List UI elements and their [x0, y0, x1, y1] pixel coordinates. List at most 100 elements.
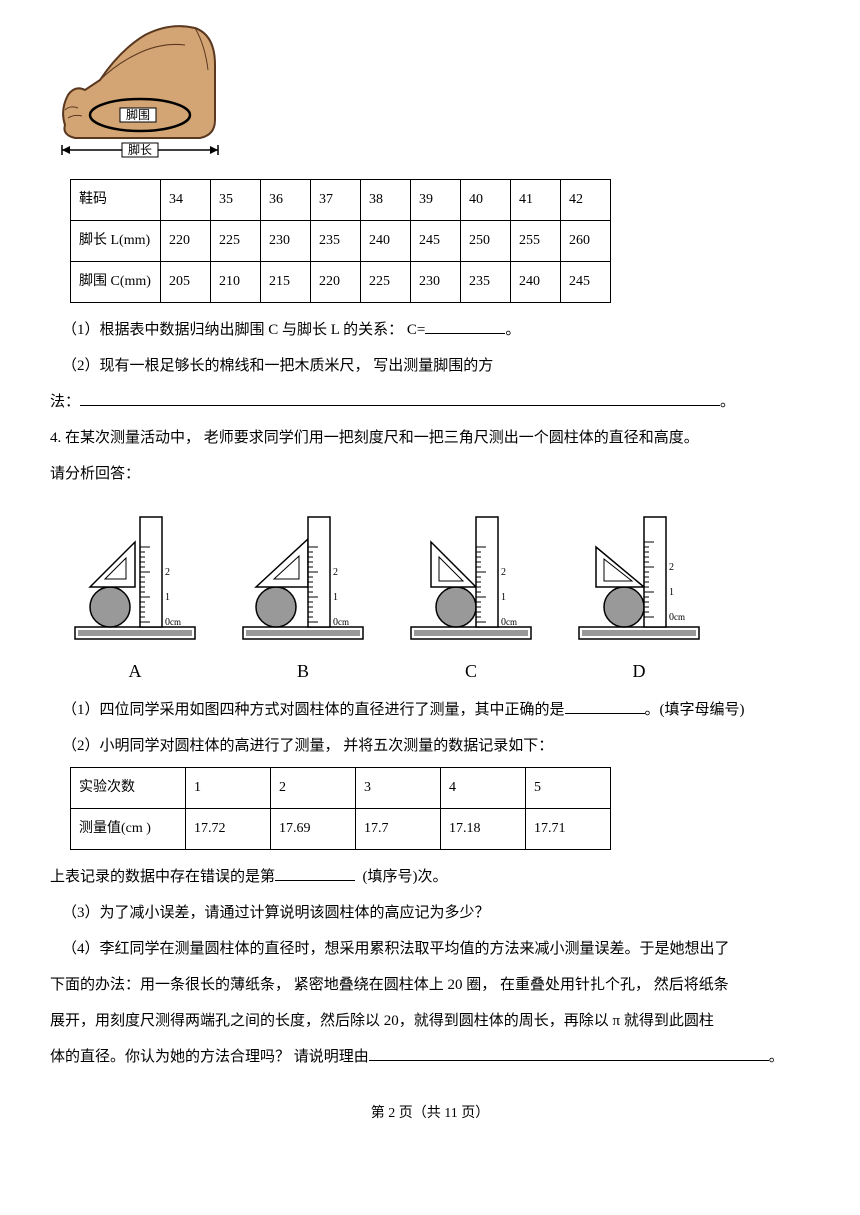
question-3-1: （1）根据表中数据归纳出脚围 C 与脚长 L 的关系： C= 。 [50, 315, 810, 345]
table-cell: 260 [561, 221, 611, 262]
table-cell: 5 [526, 768, 611, 809]
question-text: 上表记录的数据中存在错误的是第 [50, 869, 275, 885]
question-4-4b: 下面的办法：用一条很长的薄纸条， 紧密地叠绕在圆柱体上 20 圈， 在重叠处用针… [50, 970, 810, 1000]
table-cell: 40 [461, 180, 511, 221]
diagram-label: A [129, 653, 142, 689]
blank-fill[interactable] [275, 863, 355, 881]
table-cell: 230 [411, 262, 461, 303]
table-cell: 17.72 [186, 809, 271, 850]
table-row: 测量值(cm ) 17.72 17.69 17.7 17.18 17.71 [71, 809, 611, 850]
question-4-1: （1）四位同学采用如图四种方式对圆柱体的直径进行了测量，其中正确的是 。(填字母编… [50, 695, 810, 725]
question-text: （1）根据表中数据归纳出脚围 C 与脚长 L 的关系： C= [62, 322, 425, 338]
question-4-4c: 展开，用刻度尺测得两端孔之间的长度，然后除以 20，就得到圆柱体的周长，再除以 … [50, 1006, 810, 1036]
table-cell: 37 [311, 180, 361, 221]
diagram-d: 0 1 2 cm D [574, 507, 704, 689]
question-4-4a: （4）李红同学在测量圆柱体的直径时，想采用累积法取平均值的方法来减小测量误差。于… [50, 934, 810, 964]
svg-text:cm: cm [170, 617, 181, 627]
table-cell: 测量值(cm ) [71, 809, 186, 850]
svg-text:cm: cm [338, 617, 349, 627]
question-text: 体的直径。你认为她的方法合理吗？ 请说明理由 [50, 1049, 369, 1065]
svg-text:1: 1 [669, 587, 674, 598]
table-cell: 42 [561, 180, 611, 221]
svg-text:2: 2 [669, 562, 674, 573]
table-row: 脚围 C(mm) 205 210 215 220 225 230 235 240… [71, 262, 611, 303]
table-row: 脚长 L(mm) 220 225 230 235 240 245 250 255… [71, 221, 611, 262]
table-cell: 41 [511, 180, 561, 221]
question-4-3: （3）为了减小误差，请通过计算说明该圆柱体的高应记为多少？ [50, 898, 810, 928]
table-cell: 34 [161, 180, 211, 221]
table-cell: 36 [261, 180, 311, 221]
svg-text:脚围: 脚围 [126, 107, 150, 122]
table-cell: 255 [511, 221, 561, 262]
blank-fill[interactable] [80, 388, 720, 406]
question-4-2b: 上表记录的数据中存在错误的是第 (填序号)次。 [50, 862, 810, 892]
question-suffix: 。 [769, 1049, 784, 1065]
table-cell: 235 [311, 221, 361, 262]
diagram-label: C [465, 653, 477, 689]
table-cell: 1 [186, 768, 271, 809]
question-text: （1）四位同学采用如图四种方式对圆柱体的直径进行了测量，其中正确的是 [62, 702, 565, 718]
svg-text:2: 2 [165, 567, 170, 578]
table-cell: 35 [211, 180, 261, 221]
question-4-intro: 4. 在某次测量活动中， 老师要求同学们用一把刻度尺和一把三角尺测出一个圆柱体的… [50, 423, 810, 453]
table-cell: 230 [261, 221, 311, 262]
svg-text:cm: cm [506, 617, 517, 627]
question-suffix: (填序号)次。 [363, 869, 448, 885]
table-cell: 17.71 [526, 809, 611, 850]
shoe-size-table: 鞋码 34 35 36 37 38 39 40 41 42 脚长 L(mm) 2… [70, 179, 611, 303]
question-3-2b: 法： 。 [50, 387, 810, 417]
table-cell: 17.18 [441, 809, 526, 850]
diagram-label: D [633, 653, 646, 689]
table-row: 实验次数 1 2 3 4 5 [71, 768, 611, 809]
svg-text:2: 2 [501, 567, 506, 578]
table-cell: 脚围 C(mm) [71, 262, 161, 303]
table-cell: 215 [261, 262, 311, 303]
diagram-b: 0 1 2 cm B [238, 507, 368, 689]
table-cell: 2 [271, 768, 356, 809]
table-cell: 39 [411, 180, 461, 221]
table-cell: 245 [561, 262, 611, 303]
svg-text:1: 1 [501, 592, 506, 603]
page-footer: 第 2 页（共 11 页） [50, 1100, 810, 1128]
table-cell: 220 [311, 262, 361, 303]
question-text: 法： [50, 394, 80, 410]
table-cell: 240 [361, 221, 411, 262]
question-4-intro2: 请分析回答： [50, 459, 810, 489]
table-cell: 225 [361, 262, 411, 303]
table-cell: 225 [211, 221, 261, 262]
table-cell: 210 [211, 262, 261, 303]
table-cell: 205 [161, 262, 211, 303]
question-4-4d: 体的直径。你认为她的方法合理吗？ 请说明理由 。 [50, 1042, 810, 1072]
foot-diagram: 脚围 脚长 [50, 10, 810, 171]
table-cell: 鞋码 [71, 180, 161, 221]
table-cell: 38 [361, 180, 411, 221]
table-cell: 250 [461, 221, 511, 262]
svg-text:2: 2 [333, 567, 338, 578]
table-cell: 17.7 [356, 809, 441, 850]
question-4-2: （2）小明同学对圆柱体的高进行了测量， 并将五次测量的数据记录如下： [50, 731, 810, 761]
blank-fill[interactable] [425, 316, 505, 334]
table-row: 鞋码 34 35 36 37 38 39 40 41 42 [71, 180, 611, 221]
table-cell: 240 [511, 262, 561, 303]
table-cell: 17.69 [271, 809, 356, 850]
table-cell: 235 [461, 262, 511, 303]
svg-text:cm: cm [674, 612, 685, 622]
svg-text:脚长: 脚长 [128, 142, 152, 157]
question-suffix: 。 [505, 322, 520, 338]
svg-text:1: 1 [165, 592, 170, 603]
measurement-table: 实验次数 1 2 3 4 5 测量值(cm ) 17.72 17.69 17.7… [70, 767, 611, 850]
table-cell: 4 [441, 768, 526, 809]
svg-text:1: 1 [333, 592, 338, 603]
question-3-2a: （2）现有一根足够长的棉线和一把木质米尺， 写出测量脚围的方 [50, 351, 810, 381]
blank-fill[interactable] [369, 1043, 769, 1061]
table-cell: 脚长 L(mm) [71, 221, 161, 262]
diagram-label: B [297, 653, 309, 689]
table-cell: 245 [411, 221, 461, 262]
blank-fill[interactable] [565, 696, 645, 714]
question-suffix: 。 [720, 394, 735, 410]
diagram-c: 0 1 2 cm C [406, 507, 536, 689]
question-suffix: 。(填字母编号) [645, 702, 745, 718]
measurement-diagrams: 0 1 2 cm A 0 1 2 cm B [70, 507, 810, 689]
diagram-a: 0 1 2 cm A [70, 507, 200, 689]
table-cell: 220 [161, 221, 211, 262]
